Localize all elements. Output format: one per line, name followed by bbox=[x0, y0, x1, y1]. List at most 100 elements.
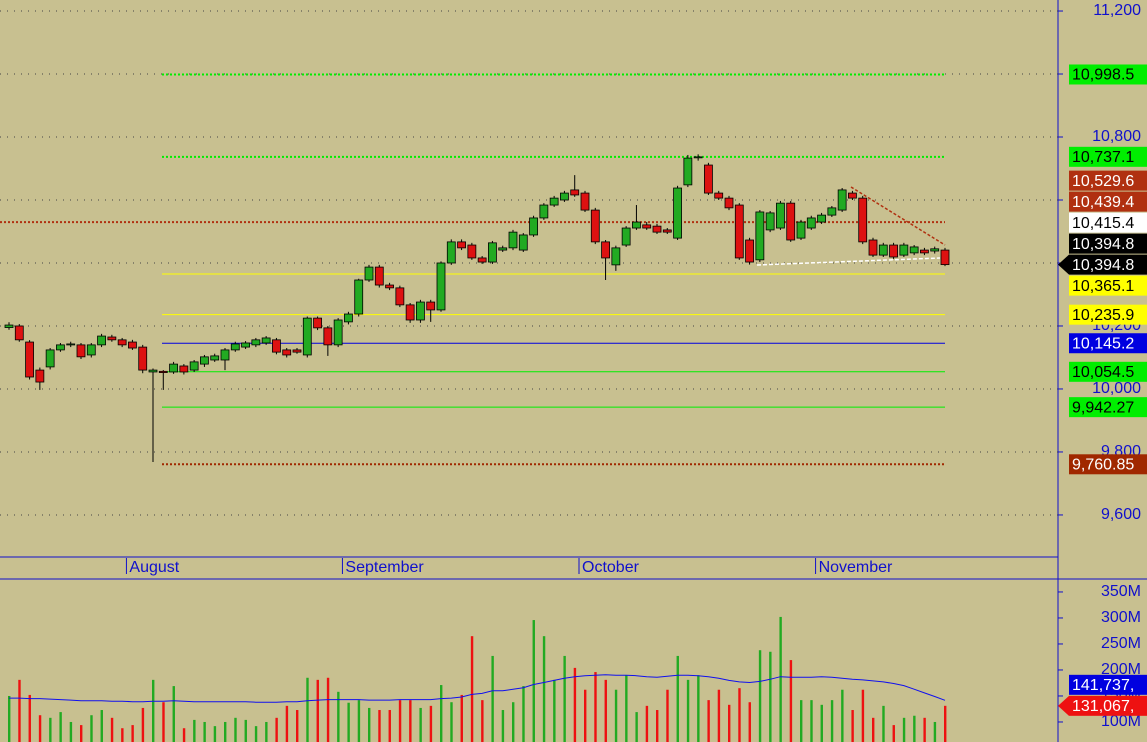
volume-bar bbox=[326, 677, 330, 742]
volume-bar bbox=[728, 704, 731, 742]
candle-body bbox=[642, 224, 652, 229]
volume-bar bbox=[697, 675, 700, 742]
volume-bar bbox=[748, 702, 751, 742]
y-tick-label: 250M bbox=[1101, 635, 1141, 652]
volume-bar bbox=[882, 705, 885, 742]
volume-bar bbox=[316, 679, 319, 742]
price-panel bbox=[0, 10, 1063, 574]
candle-body bbox=[477, 257, 487, 263]
candle-body bbox=[354, 279, 364, 315]
level-box bbox=[1069, 233, 1147, 254]
x-tick-label: September bbox=[345, 559, 424, 576]
candle-body bbox=[148, 369, 158, 373]
candle-body bbox=[611, 247, 621, 266]
candle-body bbox=[138, 346, 148, 371]
volume-bar bbox=[779, 616, 782, 742]
candle-body bbox=[539, 204, 549, 219]
volume-bar bbox=[810, 700, 813, 742]
candle-body bbox=[97, 335, 106, 346]
candle-body bbox=[930, 248, 940, 252]
volume-panel bbox=[8, 591, 1063, 742]
level-box bbox=[1069, 674, 1147, 695]
candle-body bbox=[508, 231, 518, 249]
x-tick-label: August bbox=[129, 559, 179, 576]
candle-body bbox=[66, 343, 76, 346]
volume-bar bbox=[193, 719, 196, 742]
volume-bar bbox=[491, 655, 494, 742]
volume-bar bbox=[234, 717, 237, 742]
candle-body bbox=[549, 197, 559, 206]
level-box bbox=[1069, 146, 1147, 167]
volume-bar bbox=[90, 715, 93, 742]
volume-bar bbox=[625, 675, 628, 742]
candle-body bbox=[169, 363, 178, 373]
volume-bar bbox=[357, 700, 361, 742]
volume-bar bbox=[707, 700, 710, 742]
level-label: 10,054.5 bbox=[1072, 364, 1134, 381]
candle-body bbox=[765, 212, 775, 231]
level-label: 10,529.6 bbox=[1072, 173, 1134, 190]
candle-body bbox=[385, 284, 394, 289]
candle-body bbox=[899, 244, 909, 256]
candle-body bbox=[724, 197, 734, 209]
volume-bar bbox=[224, 721, 227, 742]
level-box bbox=[1069, 454, 1147, 475]
candle-body bbox=[457, 241, 466, 249]
candle-body bbox=[292, 349, 302, 353]
candle-body bbox=[786, 202, 796, 241]
volume-bar bbox=[830, 700, 834, 742]
candle-body bbox=[35, 369, 45, 383]
volume-bar bbox=[69, 721, 73, 742]
volume-bar bbox=[676, 655, 679, 742]
candle-body bbox=[498, 247, 508, 251]
volume-bar bbox=[573, 667, 577, 742]
candle-body bbox=[590, 209, 600, 243]
level-box bbox=[1069, 304, 1147, 325]
volume-bar bbox=[419, 707, 422, 742]
candle-body bbox=[86, 344, 96, 356]
candle-body bbox=[395, 287, 405, 306]
candle-body bbox=[909, 246, 919, 254]
candle-body bbox=[940, 249, 950, 266]
volume-bar bbox=[378, 710, 381, 742]
level-box bbox=[1069, 191, 1147, 212]
volume-bar bbox=[913, 715, 916, 742]
candle-body bbox=[632, 221, 641, 229]
level-label: 10,439.4 bbox=[1072, 194, 1134, 211]
candle-body bbox=[189, 361, 199, 371]
candle-body bbox=[920, 249, 929, 254]
candle-body bbox=[230, 343, 240, 351]
volume-bar bbox=[8, 695, 11, 742]
level-pointer bbox=[1058, 695, 1069, 716]
trend-line bbox=[756, 257, 941, 266]
volume-bar bbox=[789, 660, 793, 742]
candle-body bbox=[704, 164, 713, 194]
level-label: 10,365.1 bbox=[1072, 278, 1134, 295]
volume-bar bbox=[80, 725, 83, 742]
volume-bar bbox=[820, 704, 823, 742]
candle-body bbox=[621, 227, 631, 246]
candle-body bbox=[858, 197, 868, 243]
candle-body bbox=[827, 207, 837, 216]
candle-body bbox=[313, 317, 322, 329]
volume-bar bbox=[38, 715, 42, 742]
candle-body bbox=[25, 341, 34, 378]
volume-bar bbox=[470, 636, 474, 742]
candle-body bbox=[755, 211, 765, 261]
candle-body bbox=[251, 339, 261, 346]
level-box bbox=[1069, 361, 1147, 382]
volume-bar bbox=[59, 712, 62, 742]
volume-bar bbox=[944, 705, 947, 742]
candle-body bbox=[179, 365, 189, 373]
candle-body bbox=[889, 244, 898, 258]
level-box bbox=[1069, 695, 1147, 716]
candle-body bbox=[673, 187, 682, 239]
level-label: 131,067, bbox=[1072, 698, 1134, 715]
volume-bar bbox=[861, 689, 865, 742]
axis-labels: 9,6009,80010,00010,20010,40010,60010,800… bbox=[129, 2, 1147, 730]
candle-body bbox=[446, 241, 456, 264]
candle-body bbox=[467, 244, 477, 259]
candle-body bbox=[662, 229, 672, 233]
level-box bbox=[1069, 170, 1147, 191]
